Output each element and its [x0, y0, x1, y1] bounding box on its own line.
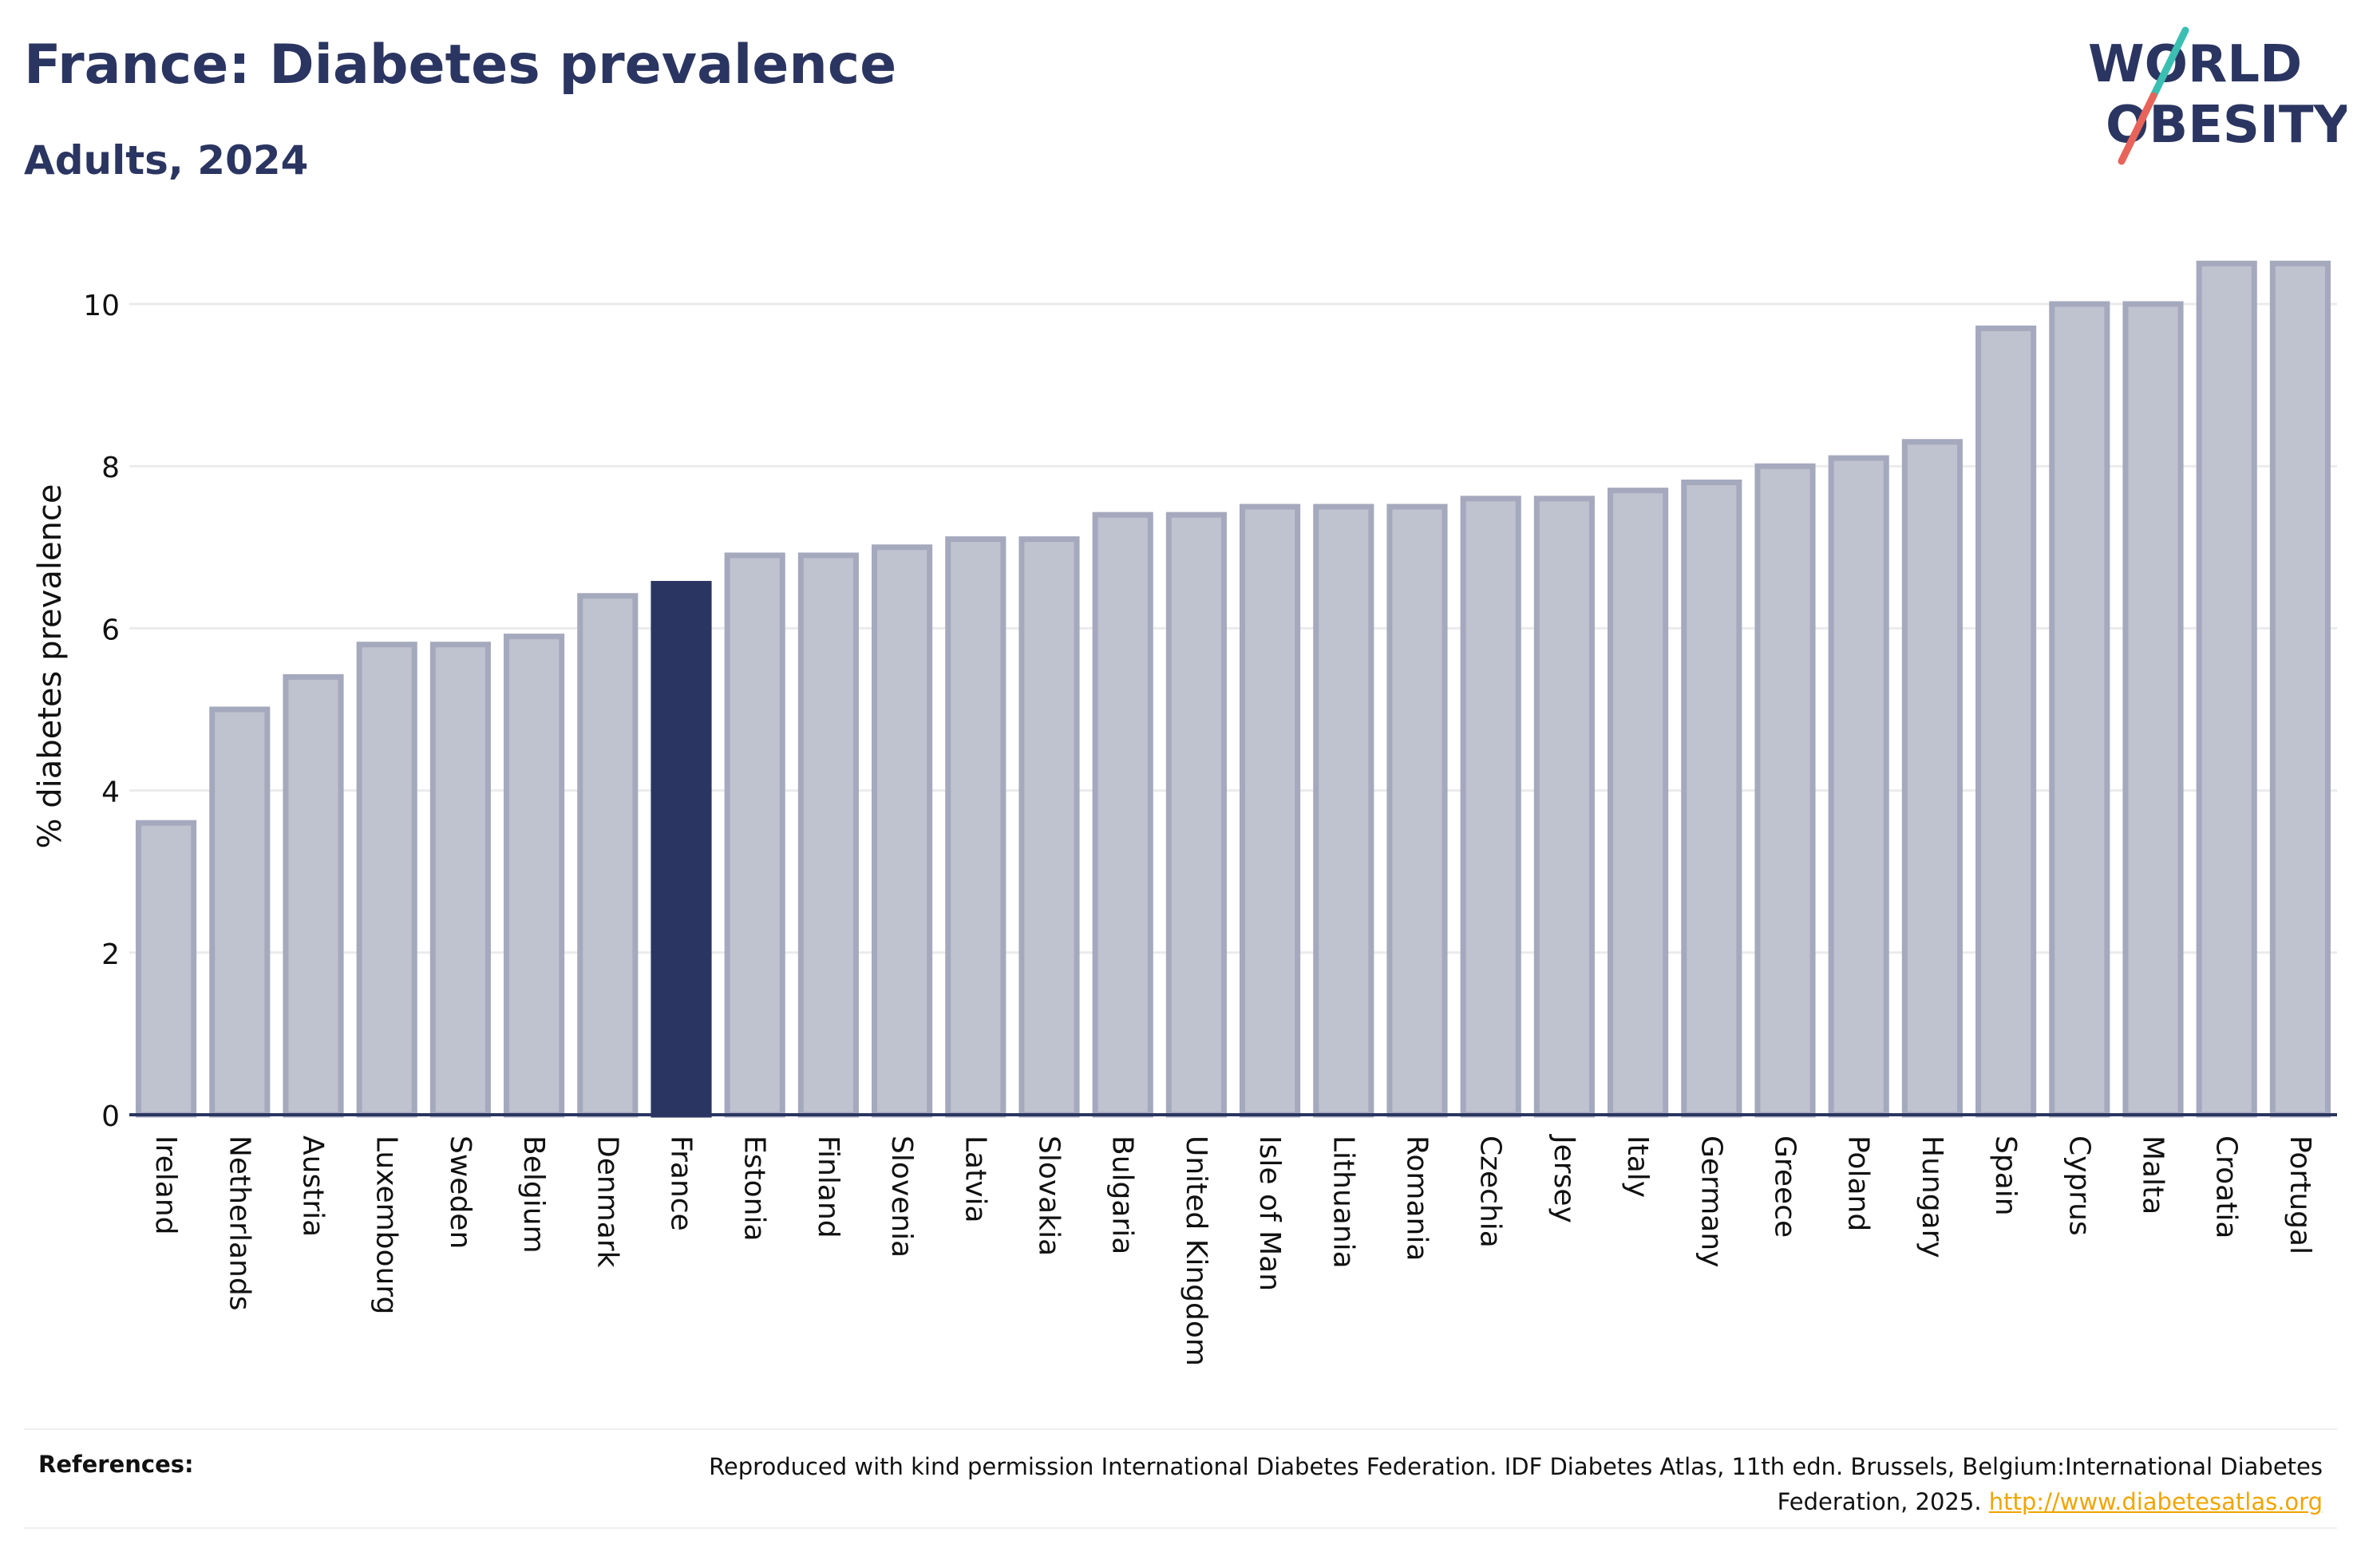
- y-tick-label: 2: [101, 938, 120, 971]
- x-tick-label: Finland: [812, 1136, 844, 1238]
- bar-portugal: [2269, 260, 2331, 1118]
- logo-slash-top: [2149, 26, 2189, 100]
- chart-subtitle: Adults, 2024: [24, 137, 309, 184]
- x-tick-label: Lithuania: [1327, 1136, 1359, 1269]
- bar-croatia: [2196, 260, 2257, 1118]
- references-body: Reproduced with kind permission Internat…: [709, 1453, 2323, 1515]
- x-tick-label: Ireland: [149, 1136, 182, 1235]
- bar-lithuania: [1313, 504, 1374, 1118]
- y-tick-label: 8: [101, 452, 120, 484]
- x-tick-label: Italy: [1621, 1136, 1654, 1198]
- x-tick-label: Jersey: [1548, 1134, 1580, 1223]
- x-tick-label: Hungary: [1916, 1136, 1948, 1258]
- x-tick-label: Germany: [1695, 1136, 1727, 1267]
- bars: [136, 260, 2331, 1118]
- y-tick-label: 4: [101, 776, 120, 809]
- x-tick-label: Sweden: [444, 1136, 477, 1249]
- references-link[interactable]: http://www.diabetesatlas.org: [1988, 1488, 2323, 1515]
- x-tick-label: Czechia: [1474, 1136, 1507, 1248]
- bar-czechia: [1460, 496, 1521, 1118]
- x-tick-label: Estonia: [738, 1136, 771, 1242]
- bar-bulgaria: [1092, 511, 1153, 1118]
- x-tick-label: Bulgaria: [1106, 1136, 1139, 1254]
- bar-malta: [2122, 301, 2184, 1118]
- bar-hungary: [1901, 439, 1963, 1118]
- y-axis-label: % diabetes prevalence: [32, 484, 69, 848]
- bar-spain: [1975, 325, 2037, 1118]
- bar-slovenia: [872, 544, 933, 1118]
- references-text: Reproduced with kind permission Internat…: [662, 1449, 2323, 1519]
- bar-sweden: [429, 642, 491, 1118]
- bar-germany: [1681, 480, 1742, 1118]
- x-tick-label: Latvia: [959, 1136, 991, 1223]
- bar-latvia: [945, 536, 1006, 1118]
- x-tick-label: Romania: [1401, 1136, 1434, 1261]
- bar-finland: [797, 552, 859, 1118]
- y-tick-label: 6: [101, 614, 120, 646]
- x-tick-label: Greece: [1769, 1136, 1801, 1238]
- x-tick-label: Slovakia: [1033, 1136, 1066, 1256]
- x-tick-label: Isle of Man: [1253, 1136, 1286, 1291]
- bar-france: [651, 581, 712, 1118]
- x-tick-label: Luxembourg: [370, 1136, 403, 1314]
- references-block: References: Reproduced with kind permiss…: [24, 1428, 2337, 1529]
- bar-cyprus: [2049, 301, 2110, 1118]
- bar-belgium: [504, 634, 565, 1118]
- bar-greece: [1754, 463, 1816, 1118]
- x-tick-label: Malta: [2137, 1136, 2169, 1215]
- x-tick-label: Croatia: [2210, 1136, 2243, 1238]
- x-tick-label: Cyprus: [2062, 1136, 2095, 1236]
- chart-title: France: Diabetes prevalence: [24, 34, 897, 97]
- bar-netherlands: [209, 706, 271, 1118]
- bar-ireland: [136, 820, 197, 1118]
- bar-isle-of-man: [1240, 504, 1301, 1118]
- bar-italy: [1608, 488, 1669, 1118]
- x-tick-label: France: [665, 1136, 698, 1231]
- x-tick-label: Slovenia: [885, 1136, 918, 1258]
- x-tick-labels: Ireland Netherlands Austria Luxembourg Swede…: [149, 1134, 2316, 1366]
- bar-chart: 0 2 4 6 8 10 Ireland Netherlands Austria Luxembo…: [32, 260, 2337, 1366]
- bar-poland: [1828, 455, 1889, 1118]
- x-tick-label: Austria: [297, 1136, 330, 1237]
- bar-estonia: [724, 552, 785, 1118]
- y-tick-labels: 0 2 4 6 8 10: [83, 290, 120, 1133]
- world-obesity-logo: WORLD OBESITY: [2088, 26, 2347, 165]
- x-tick-label: Netherlands: [223, 1136, 255, 1310]
- grid-lines: [129, 302, 2337, 954]
- bar-united-kingdom: [1165, 511, 1227, 1118]
- x-tick-label: Denmark: [591, 1136, 623, 1268]
- logo-slash-bottom: [2118, 92, 2157, 165]
- y-tick-label: 0: [101, 1100, 120, 1133]
- bar-romania: [1386, 504, 1448, 1118]
- bar-jersey: [1533, 496, 1595, 1118]
- x-tick-label: United Kingdom: [1180, 1136, 1212, 1366]
- x-tick-label: Belgium: [517, 1136, 550, 1254]
- bar-denmark: [577, 593, 639, 1118]
- references-label: References:: [38, 1451, 194, 1478]
- bar-slovakia: [1018, 536, 1080, 1118]
- logo-line-1: WORLD: [2088, 35, 2302, 94]
- bar-luxembourg: [356, 642, 417, 1118]
- x-tick-label: Spain: [1989, 1136, 2022, 1216]
- x-tick-label: Portugal: [2284, 1136, 2316, 1254]
- x-tick-label: Poland: [1842, 1136, 1875, 1231]
- bar-austria: [283, 673, 344, 1118]
- y-tick-label: 10: [83, 290, 120, 322]
